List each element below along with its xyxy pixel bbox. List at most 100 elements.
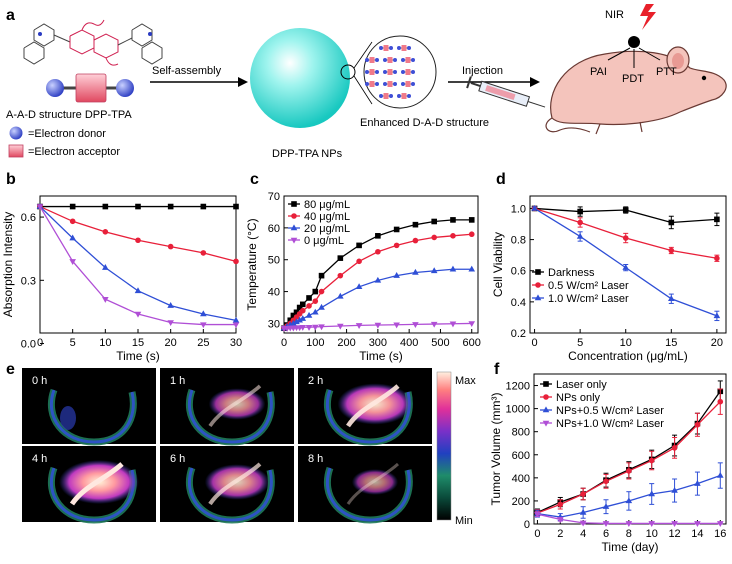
y-tick-label: 800	[512, 427, 530, 439]
y-tick-label: 200	[512, 496, 530, 508]
colorbar	[436, 371, 452, 521]
x-tick-label: 10	[620, 337, 632, 349]
x-tick-label: 25	[197, 337, 209, 349]
panel-letter-e: e	[6, 361, 15, 378]
y-tick-label: 0.3	[21, 275, 36, 287]
data-point	[577, 208, 583, 215]
series-line	[39, 206, 237, 321]
data-point	[311, 308, 319, 315]
data-point	[69, 218, 76, 225]
unit-donor-icon	[379, 46, 383, 50]
unit-donor-icon	[401, 58, 405, 62]
data-point	[468, 321, 476, 328]
data-point	[468, 231, 475, 238]
data-point	[299, 325, 307, 331]
data-point	[622, 207, 629, 213]
unit-acceptor-icon	[401, 93, 407, 99]
molecule-structure-icon	[23, 19, 163, 66]
tile-time-label: 2 h	[308, 375, 323, 387]
series	[36, 204, 240, 329]
data-point	[232, 322, 240, 329]
packed-units	[365, 45, 415, 99]
data-point	[200, 322, 207, 329]
data-point	[305, 325, 313, 331]
y-tick-label: 40	[268, 287, 280, 299]
y-tick-label: 30	[268, 318, 280, 330]
data-point	[449, 265, 457, 272]
tile-hotspot	[351, 469, 399, 495]
panel-letter-b: b	[6, 171, 16, 188]
imaging-tile: 8 h	[298, 446, 432, 524]
unit-donor-icon	[411, 58, 415, 62]
data-point	[200, 310, 207, 317]
laser-bolt-icon	[640, 4, 656, 30]
legend-label: Darkness	[548, 267, 595, 279]
acceptor-block-icon	[75, 73, 107, 103]
unit-acceptor-icon	[387, 57, 393, 63]
x-tick-label: 12	[668, 528, 680, 540]
data-point	[535, 282, 541, 288]
imaging-tile: 6 h	[160, 446, 294, 524]
data-point	[355, 283, 363, 290]
y-tick-label: 0.6	[511, 266, 526, 278]
y-axis-label: Temperature (°C)	[245, 218, 259, 310]
data-point	[668, 295, 675, 301]
self-assembly-label: Self-assembly	[152, 65, 222, 77]
y-tick-label: 0.0	[21, 339, 36, 351]
data-point	[356, 242, 362, 249]
panel-e-imaging: 0 h 1 h 2 h 4 h 6 h 8 h	[22, 368, 432, 524]
data-point	[36, 204, 44, 211]
data-point	[557, 501, 564, 508]
y-tick-label: 0	[524, 519, 530, 531]
tile-time-label: 6 h	[170, 453, 185, 465]
data-point	[299, 315, 307, 321]
data-point	[356, 258, 362, 265]
x-tick-label: 200	[337, 337, 355, 349]
x-tick-label: 0	[37, 337, 43, 349]
data-point	[290, 312, 297, 319]
data-point	[625, 497, 633, 504]
data-point	[694, 421, 701, 428]
data-point	[716, 521, 724, 528]
y-tick-label: 0.6	[21, 212, 36, 224]
chart-cell-viability: 0 5 10 15 20 0.2 0.4 0.6 0.8 1.0 Concentration (μg…	[491, 195, 727, 363]
data-point	[542, 420, 550, 427]
data-point	[69, 234, 76, 241]
tile-time-label: 1 h	[170, 375, 185, 387]
data-point	[671, 445, 678, 451]
self-assembly-arrow-icon	[150, 77, 248, 87]
x-axis-label: Time (s)	[116, 349, 160, 363]
unit-donor-icon	[383, 58, 387, 62]
data-point	[603, 478, 609, 485]
data-point	[318, 303, 325, 310]
data-point	[374, 276, 382, 283]
data-point	[375, 233, 381, 239]
data-point	[296, 316, 303, 323]
legend-label: 80 μg/mL	[304, 199, 350, 211]
chart-temperature: 0 100 200 300 400 500 600 30 40 50 60 70 Time (s) Tem…	[245, 191, 481, 363]
data-point	[374, 322, 382, 329]
x-tick-label: 2	[557, 528, 563, 540]
legend-label: 40 μg/mL	[304, 211, 350, 223]
panel-a: a A-A-D structure DPP-TPA =Electron dono…	[6, 4, 727, 160]
data-point	[291, 201, 297, 207]
data-point	[716, 471, 724, 478]
tile-time-label: 8 h	[308, 453, 323, 465]
data-point	[714, 255, 720, 262]
colorbar-min: Min	[455, 515, 473, 527]
data-point	[602, 503, 610, 509]
data-point	[671, 486, 678, 493]
data-point	[430, 321, 438, 328]
tile-vessel	[346, 462, 400, 505]
data-point	[167, 302, 174, 308]
unit-acceptor-icon	[387, 69, 393, 75]
x-tick-label: 30	[230, 337, 242, 349]
data-point	[287, 317, 294, 324]
nps-label: DPP-TPA NPs	[272, 148, 343, 160]
unit-donor-icon	[411, 82, 415, 86]
tile-time-label: 4 h	[32, 453, 47, 465]
data-point	[102, 297, 109, 303]
data-point	[102, 229, 109, 235]
imaging-tile: 1 h	[160, 368, 294, 446]
